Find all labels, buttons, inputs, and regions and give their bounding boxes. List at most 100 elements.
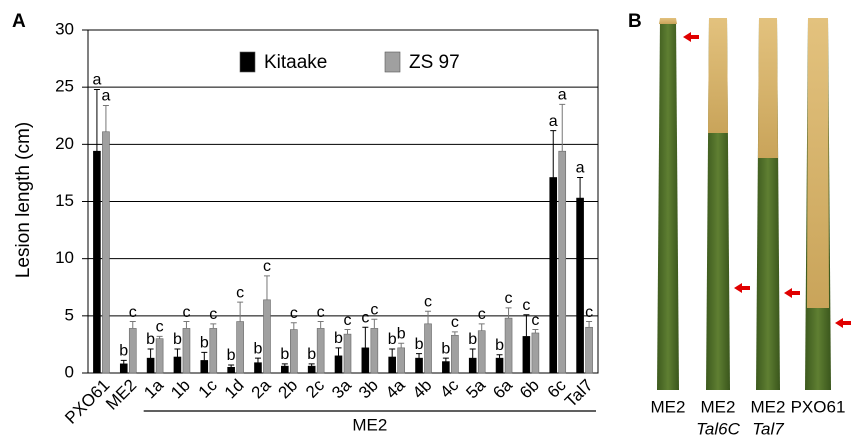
bar bbox=[173, 356, 182, 374]
x-tick-label: 3b bbox=[355, 376, 382, 403]
error-bar bbox=[102, 104, 109, 132]
significance-letter: c bbox=[370, 301, 378, 318]
error-bar bbox=[263, 275, 270, 300]
error-bar bbox=[335, 347, 342, 356]
bar bbox=[343, 333, 352, 374]
error-bar bbox=[496, 354, 503, 359]
error-bar bbox=[523, 314, 530, 337]
x-tick-label: 6b bbox=[516, 376, 543, 403]
significance-letter: c bbox=[236, 284, 244, 301]
error-bar bbox=[281, 363, 288, 367]
bar bbox=[504, 317, 513, 374]
x-tick-label: 3a bbox=[328, 375, 355, 402]
legend-swatch bbox=[384, 51, 401, 73]
error-bar bbox=[228, 364, 235, 368]
bar bbox=[397, 347, 405, 374]
error-bar bbox=[129, 321, 136, 329]
bar bbox=[388, 356, 396, 374]
legend-label: ZS 97 bbox=[409, 52, 460, 73]
bar bbox=[290, 329, 298, 374]
y-tick-label: 30 bbox=[55, 19, 74, 38]
significance-letter: c bbox=[424, 293, 432, 310]
x-tick-label: 1a bbox=[140, 375, 167, 402]
error-bar bbox=[120, 359, 127, 364]
error-bar bbox=[344, 329, 351, 335]
x-tick-label: 2c bbox=[302, 375, 328, 401]
error-bar bbox=[156, 335, 163, 339]
bar bbox=[468, 357, 477, 374]
bar bbox=[522, 336, 531, 374]
significance-letter: b bbox=[495, 337, 504, 354]
error-bar bbox=[362, 326, 369, 348]
x-tick-label: 4b bbox=[409, 376, 436, 403]
error-bar bbox=[478, 323, 485, 331]
error-bar bbox=[532, 329, 539, 333]
significance-letter: c bbox=[478, 306, 486, 323]
error-bar bbox=[398, 342, 405, 348]
x-tick-label: 1c bbox=[195, 375, 221, 401]
leaf-label: ME2 bbox=[651, 397, 686, 416]
error-bar bbox=[254, 357, 261, 363]
x-tick-label: Tal7 bbox=[561, 376, 596, 411]
error-bar bbox=[147, 348, 154, 359]
plot-frame bbox=[87, 29, 599, 374]
error-bar bbox=[451, 331, 458, 336]
leaf-lesion bbox=[807, 18, 829, 308]
significance-letter: b bbox=[119, 343, 128, 360]
bar bbox=[200, 360, 209, 374]
bar bbox=[424, 323, 432, 374]
error-bar bbox=[550, 130, 557, 178]
error-bar bbox=[210, 323, 217, 329]
leaf-label-italic: Tal6C bbox=[696, 419, 741, 438]
bar bbox=[155, 338, 164, 374]
bar bbox=[263, 299, 271, 374]
significance-letter: b bbox=[173, 331, 182, 348]
x-tick-label: 6a bbox=[489, 375, 516, 402]
bar bbox=[93, 150, 101, 374]
y-tick-label: 10 bbox=[55, 248, 74, 267]
panel-label: A bbox=[12, 11, 26, 32]
significance-letter: b bbox=[468, 331, 477, 348]
significance-letter: b bbox=[227, 347, 236, 364]
leaf bbox=[657, 18, 679, 390]
error-bar bbox=[442, 357, 449, 362]
legend-swatch bbox=[239, 51, 256, 73]
bar bbox=[254, 362, 262, 374]
bar bbox=[531, 332, 540, 374]
error-bar bbox=[93, 88, 100, 152]
significance-letter: b bbox=[146, 331, 155, 348]
error-bar bbox=[174, 348, 181, 357]
bar bbox=[316, 328, 325, 374]
y-tick-label: 0 bbox=[65, 362, 74, 381]
significance-letter: c bbox=[361, 309, 369, 326]
leaf-label: ME2 bbox=[751, 397, 786, 416]
group-label: ME2 bbox=[352, 415, 387, 434]
arrow bbox=[835, 318, 851, 328]
significance-letter: c bbox=[129, 304, 137, 321]
error-bar bbox=[308, 363, 315, 367]
bar bbox=[549, 177, 558, 374]
significance-letter: a bbox=[576, 160, 585, 177]
significance-letter: c bbox=[344, 312, 352, 329]
y-tick-label: 5 bbox=[65, 305, 74, 324]
bar bbox=[477, 330, 486, 374]
leaf-lesion bbox=[659, 18, 677, 24]
leaf-lesion bbox=[758, 18, 778, 158]
significance-letter: b bbox=[415, 336, 424, 353]
bar bbox=[182, 328, 191, 374]
bar bbox=[119, 363, 128, 374]
bar bbox=[146, 357, 155, 374]
significance-letter: b bbox=[200, 335, 209, 352]
error-bar bbox=[317, 321, 324, 329]
x-tick-label: 4c bbox=[436, 375, 462, 401]
x-tick-label: 4a bbox=[382, 375, 409, 402]
bar bbox=[102, 131, 110, 374]
bar bbox=[281, 365, 289, 374]
significance-letter: b bbox=[334, 330, 343, 347]
y-tick-label: 25 bbox=[55, 77, 74, 96]
error-bar bbox=[290, 322, 297, 330]
significance-letter: c bbox=[522, 297, 530, 314]
arrow bbox=[734, 283, 750, 293]
bar bbox=[361, 347, 370, 374]
